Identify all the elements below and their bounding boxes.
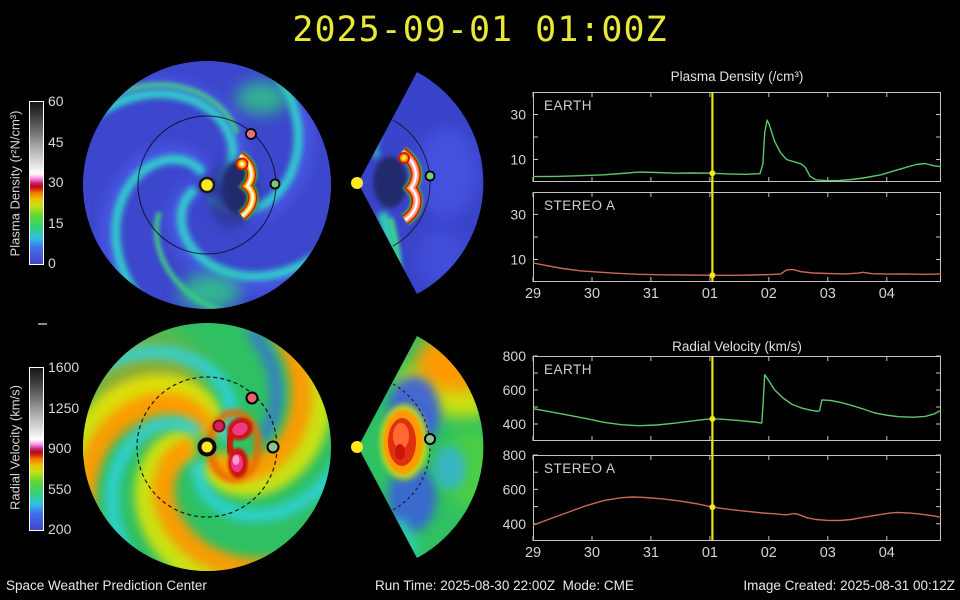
svg-text:10: 10 <box>510 152 526 168</box>
earth-marker <box>266 440 280 454</box>
svg-text:400: 400 <box>503 416 527 432</box>
svg-text:STEREO A: STEREO A <box>544 461 616 476</box>
velocity-map-polar <box>83 323 331 571</box>
velocity-colorbar-tick: 200 <box>48 521 72 537</box>
density-earth-chart: 10 30 EARTH <box>510 92 942 195</box>
svg-text:STEREO A: STEREO A <box>544 198 616 213</box>
orbit-1au <box>392 383 431 511</box>
svg-text:31: 31 <box>643 286 659 302</box>
svg-text:02: 02 <box>761 286 777 302</box>
velocity-colorbar-tick: 1250 <box>48 400 80 416</box>
orbit-1au <box>392 119 431 247</box>
earth-marker <box>424 170 436 182</box>
velocity-colorbar-gradient <box>29 367 44 531</box>
svg-text:800: 800 <box>503 447 527 463</box>
svg-text:800: 800 <box>503 348 527 364</box>
svg-text:EARTH: EARTH <box>544 362 592 377</box>
svg-text:30: 30 <box>510 207 526 223</box>
density-colorbar-tick: 0 <box>48 255 56 271</box>
svg-text:31: 31 <box>643 545 659 561</box>
svg-text:30: 30 <box>584 545 600 561</box>
velocity-colorbar-tick: 1600 <box>48 359 80 375</box>
artifact-dash <box>38 323 47 325</box>
density-map-polar <box>83 61 331 309</box>
svg-text:600: 600 <box>503 481 527 497</box>
svg-text:29: 29 <box>525 286 541 302</box>
svg-text:04: 04 <box>879 286 895 302</box>
svg-text:03: 03 <box>820 286 836 302</box>
density-colorbar-tick: 45 <box>48 134 64 150</box>
svg-text:600: 600 <box>503 382 527 398</box>
footer-image-created: Image Created: 2025-08-31 00:12Z <box>743 578 955 593</box>
velocity-earth-chart: 400 600 800 EARTH <box>503 348 942 454</box>
earth-marker <box>269 178 281 190</box>
velocity-colorbar-tick: 900 <box>48 440 72 456</box>
cme-front <box>206 151 259 228</box>
density-chart-title: Plasma Density (/cm³) <box>670 69 804 84</box>
velocity-colorbar-tick: 550 <box>48 481 72 497</box>
svg-text:30: 30 <box>510 107 526 123</box>
svg-text:02: 02 <box>761 545 777 561</box>
sun-icon <box>351 441 363 453</box>
svg-text:01: 01 <box>702 286 718 302</box>
svg-text:400: 400 <box>503 516 527 532</box>
sun-icon <box>201 441 213 453</box>
svg-text:03: 03 <box>820 545 836 561</box>
svg-text:04: 04 <box>879 545 895 561</box>
sun-icon <box>198 176 216 194</box>
sun-icon <box>351 177 363 189</box>
velocity-stereo-a-chart: 29 30 31 01 02 03 04 400 600 800 STEREO A <box>503 442 942 561</box>
density-map-meridional <box>351 72 484 294</box>
svg-text:01: 01 <box>702 545 718 561</box>
cme-blob <box>380 404 428 480</box>
svg-text:10: 10 <box>510 252 526 268</box>
density-colorbar-label: Plasma Density (r²N/cm³) <box>7 110 23 257</box>
cme-front <box>373 146 424 226</box>
timestamp-title: 2025-09-01 01:00Z <box>292 10 668 50</box>
stereo-a-marker <box>245 128 257 140</box>
svg-text:EARTH: EARTH <box>544 98 592 113</box>
density-colorbar-tick: 60 <box>48 93 64 109</box>
velocity-chart-title: Radial Velocity (km/s) <box>672 339 802 354</box>
footer-org: Space Weather Prediction Center <box>6 578 207 593</box>
velocity-map-meridional <box>351 336 484 558</box>
svg-text:29: 29 <box>525 545 541 561</box>
density-stereo-a-chart: 29 30 31 01 02 03 04 10 30 STEREO A <box>510 179 942 302</box>
svg-text:30: 30 <box>584 286 600 302</box>
footer-run-time: Run Time: 2025-08-30 22:00Z Mode: CME <box>375 578 634 593</box>
density-colorbar-tick: 15 <box>48 215 64 231</box>
earth-marker <box>424 433 436 445</box>
density-colorbar-gradient <box>29 101 44 265</box>
density-colorbar-tick: 30 <box>48 174 64 190</box>
velocity-colorbar-label: Radial Velocity (km/s) <box>7 385 23 510</box>
stereo-a-marker <box>245 391 259 405</box>
